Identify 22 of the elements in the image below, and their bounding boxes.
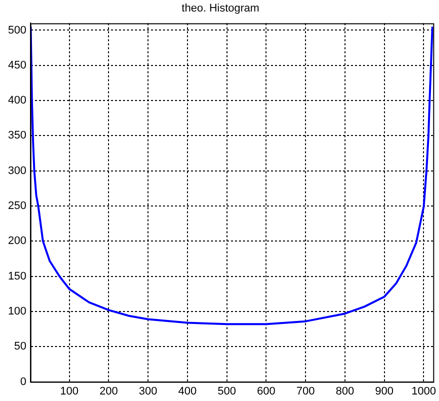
x-tick-label: 700 <box>296 385 315 398</box>
x-tick-label: 300 <box>138 385 158 398</box>
x-tick-label: 600 <box>257 385 276 398</box>
y-tick-label: 100 <box>8 306 26 318</box>
x-tick-label: 500 <box>218 385 236 398</box>
y-tick-label: 50 <box>14 340 26 353</box>
chart-title: theo. Histogram <box>182 2 260 15</box>
x-tick-label: 400 <box>178 385 197 398</box>
x-tick-label: 200 <box>100 385 118 398</box>
y-tick-label: 250 <box>8 200 26 212</box>
x-tick-label: 900 <box>375 385 394 398</box>
x-tick-label: 1000 <box>411 385 436 398</box>
y-tick-label: 450 <box>8 59 26 72</box>
y-tick-label: 200 <box>8 235 26 248</box>
y-tick-label: 400 <box>8 94 26 107</box>
x-tick-label: 800 <box>336 385 354 398</box>
y-tick-label: 150 <box>8 270 26 282</box>
x-tick-label: 100 <box>60 385 79 398</box>
y-tick-label: 350 <box>8 130 26 142</box>
y-tick-label: 300 <box>8 164 26 177</box>
y-tick-label: 0 <box>20 376 26 388</box>
y-tick-label: 500 <box>8 24 26 36</box>
